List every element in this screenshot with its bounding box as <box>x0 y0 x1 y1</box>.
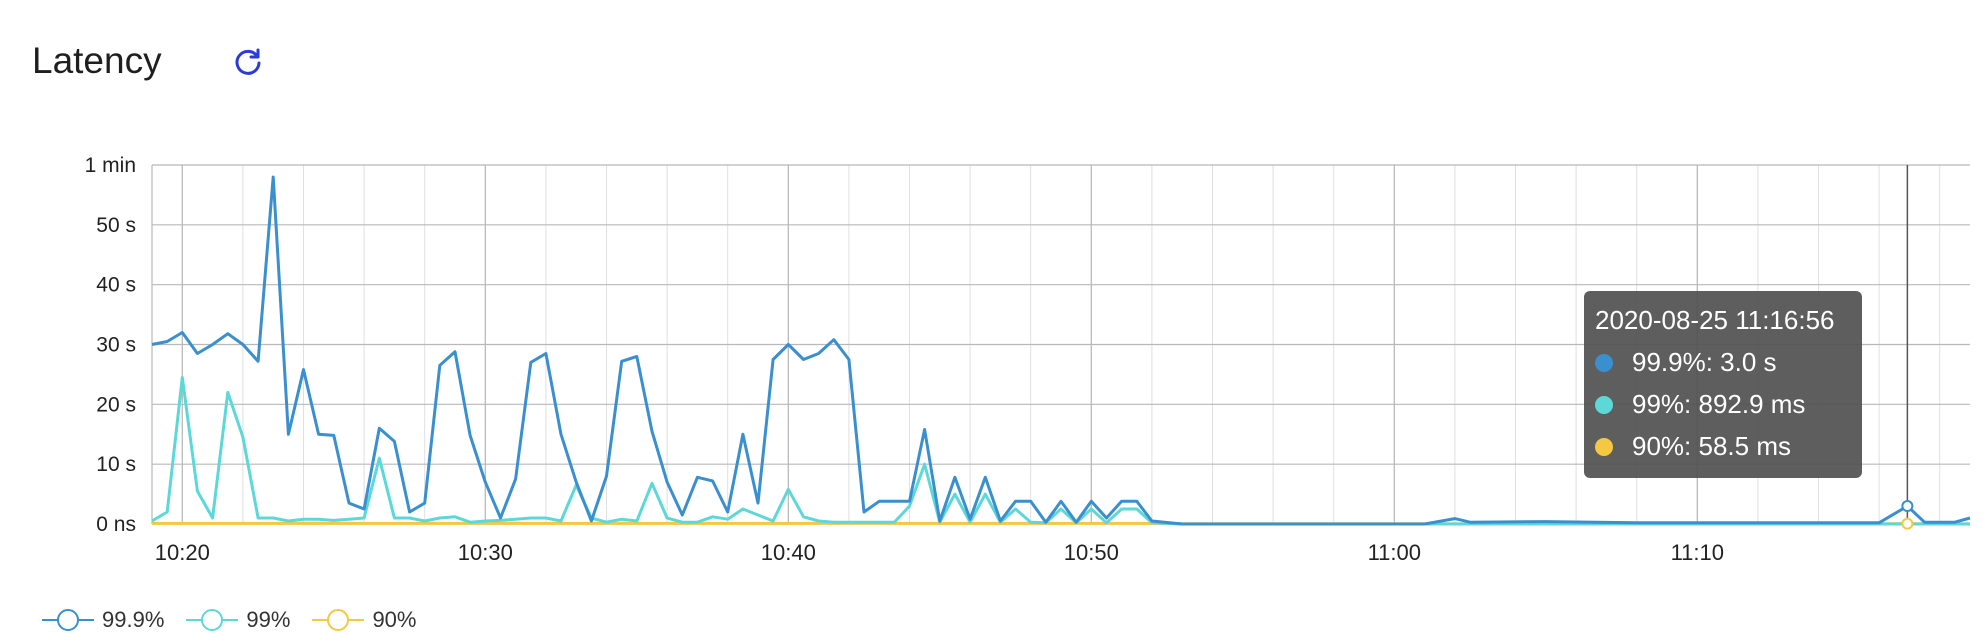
y-tick-label: 30 s <box>96 334 136 357</box>
refresh-icon[interactable] <box>232 46 264 78</box>
series-dot-icon <box>1595 353 1613 372</box>
x-tick-label: 10:20 <box>155 540 210 565</box>
tooltip-value: 99%: 892.9 ms <box>1632 389 1806 419</box>
tooltip-row-90: 90%: 58.5 ms <box>1595 431 1791 462</box>
y-tick-label: 1 min <box>85 154 136 177</box>
tooltip-value: 90%: 58.5 ms <box>1632 431 1791 461</box>
series-line-99 <box>151 375 1970 526</box>
series-line-999 <box>151 175 1971 526</box>
legend-label: 90% <box>372 607 417 632</box>
tooltip-row-99: 99%: 892.9 ms <box>1595 389 1805 420</box>
x-tick-label: 10:30 <box>458 540 513 565</box>
legend-item-90[interactable]: 90% <box>312 607 416 633</box>
y-tick-label: 20 s <box>96 393 136 416</box>
tooltip-value: 99.9%: 3.0 s <box>1632 347 1777 377</box>
chart-legend: 99.9% 99% 90% <box>42 607 438 633</box>
legend-item-999[interactable]: 99.9% <box>42 607 164 633</box>
hover-point-999 <box>1901 500 1914 513</box>
page-title: Latency <box>32 40 162 81</box>
legend-label: 99.9% <box>102 607 165 632</box>
legend-label: 99% <box>246 607 291 632</box>
legend-marker-icon <box>42 609 94 631</box>
legend-marker-icon <box>186 609 239 631</box>
tooltip-title: 2020-08-25 11:16:56 <box>1595 305 1835 335</box>
x-tick-label: 11:00 <box>1368 540 1421 565</box>
hover-point-90 <box>1901 517 1914 530</box>
legend-item-99[interactable]: 99% <box>186 607 290 633</box>
chart-tooltip: 2020-08-25 11:16:56 99.9%: 3.0 s 99%: 89… <box>1584 291 1862 478</box>
y-tick-label: 10 s <box>96 453 136 476</box>
y-tick-label: 50 s <box>96 214 136 237</box>
legend-marker-icon <box>312 609 365 631</box>
x-tick-label: 11:10 <box>1671 540 1724 565</box>
x-tick-label: 10:40 <box>761 540 816 565</box>
y-tick-label: 40 s <box>96 274 136 297</box>
tooltip-row-999: 99.9%: 3.0 s <box>1595 347 1777 378</box>
x-tick-label: 10:50 <box>1064 540 1119 565</box>
y-tick-label: 0 ns <box>96 513 136 536</box>
series-dot-icon <box>1595 395 1613 414</box>
series-dot-icon <box>1595 437 1613 456</box>
